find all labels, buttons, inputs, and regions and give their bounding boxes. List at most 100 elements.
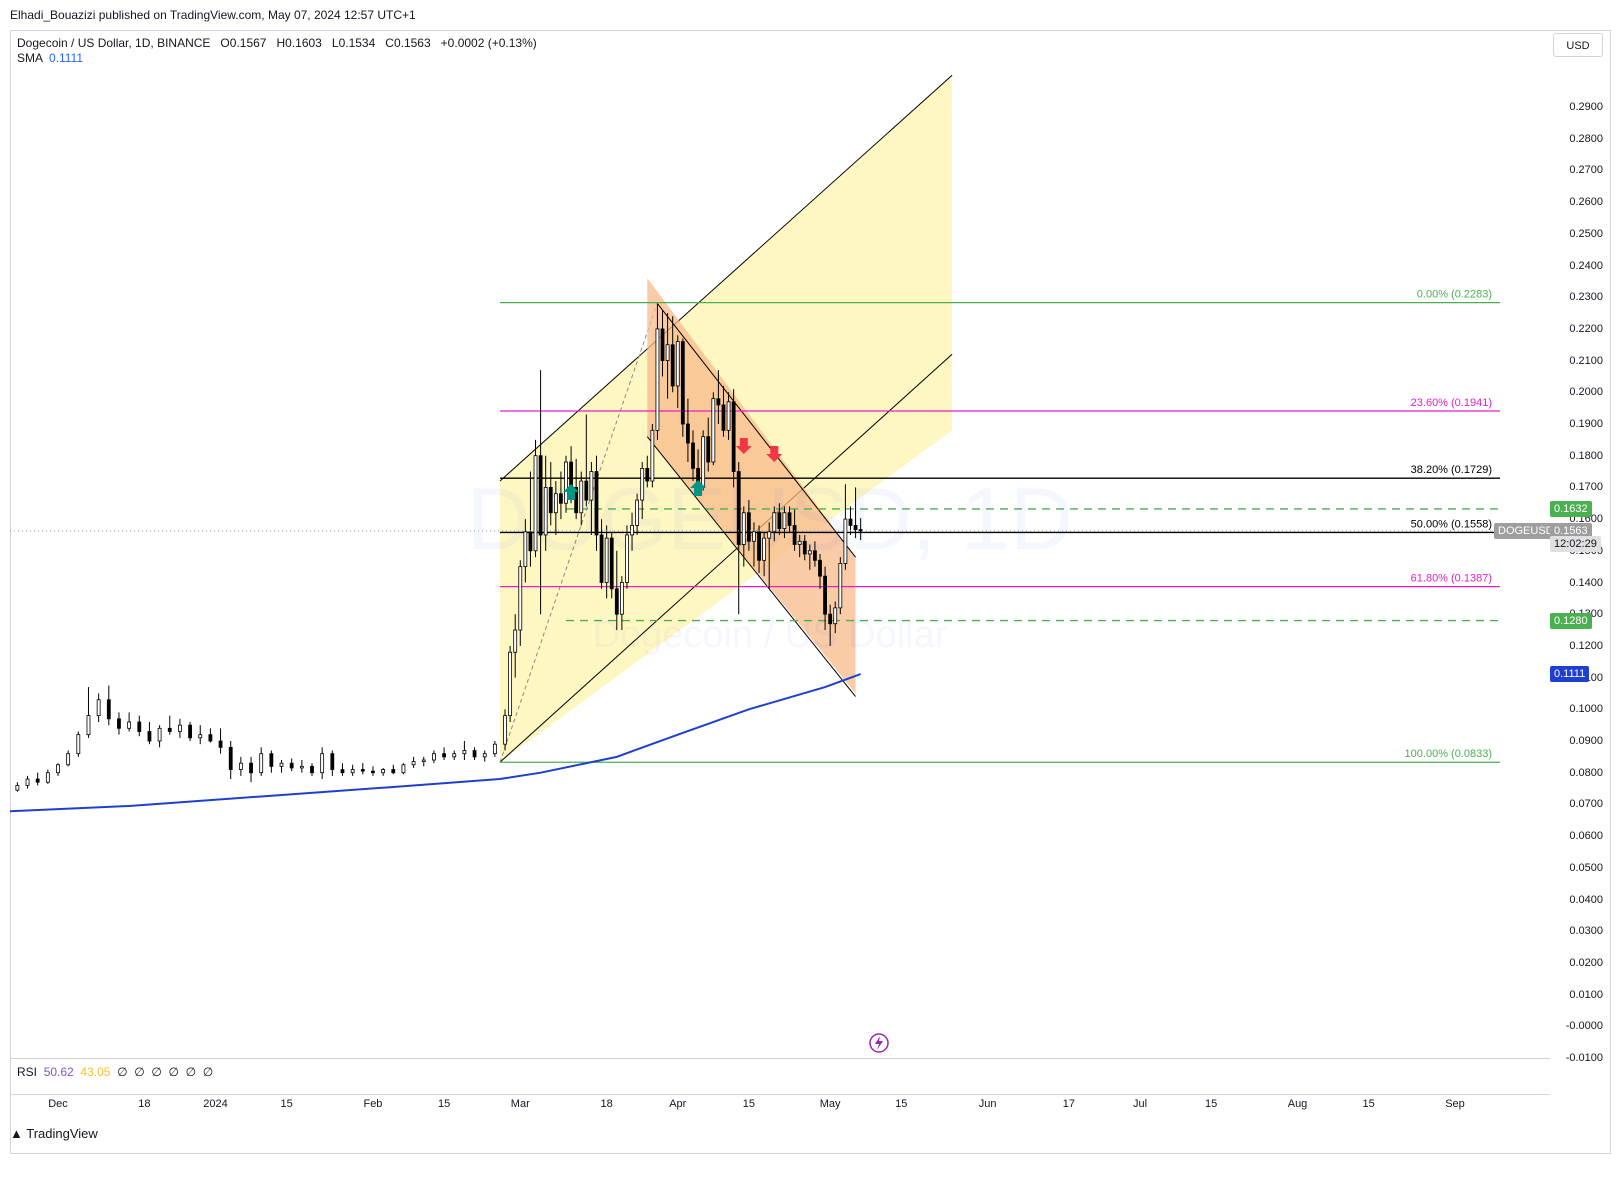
close-label: C xyxy=(385,36,394,50)
candle-body xyxy=(411,761,416,766)
high-label: H xyxy=(276,36,286,50)
falling-channel-lower xyxy=(646,436,856,697)
time-tick-label: Apr xyxy=(669,1098,687,1110)
rsi-empty-5: ∅ xyxy=(185,1065,197,1079)
price-tick-label: 0.1200 xyxy=(1569,639,1603,652)
candle-body xyxy=(208,734,213,742)
candle-body xyxy=(655,328,660,431)
candle-body xyxy=(741,512,746,545)
candle-body xyxy=(701,436,706,488)
candle-body xyxy=(619,582,624,615)
candle-body xyxy=(117,718,121,729)
rising-channel-lower xyxy=(499,353,953,763)
candle-body xyxy=(401,764,406,774)
symbol-title[interactable]: Dogecoin / US Dollar, 1D, BINANCE xyxy=(17,36,211,50)
tradingview-logo-icon: ▲ xyxy=(10,1126,23,1141)
candle-body xyxy=(462,750,467,755)
sma-label: SMA xyxy=(17,51,43,65)
candle-body xyxy=(320,753,325,774)
candle-body xyxy=(818,559,822,577)
candle-body xyxy=(599,534,604,583)
candle-body xyxy=(127,721,132,729)
price-tick-label: 0.2800 xyxy=(1569,132,1603,145)
price-tag-green-lower: 0.1280 xyxy=(1550,612,1592,629)
time-tick-label: 18 xyxy=(600,1098,613,1110)
candle-body xyxy=(777,512,782,530)
candle-body xyxy=(452,753,457,758)
low-label: L xyxy=(331,36,339,50)
candle-body xyxy=(340,769,345,774)
price-tag-green-upper: 0.1632 xyxy=(1550,500,1592,517)
rsi-pane-divider[interactable] xyxy=(10,1058,1550,1059)
candle-body xyxy=(198,734,203,739)
candle-body xyxy=(259,753,264,774)
candle-body xyxy=(553,493,558,514)
tradingview-logo[interactable]: ▲ TradingView xyxy=(10,1126,98,1141)
publisher-line: Elhadi_Bouazizi published on TradingView… xyxy=(10,8,416,22)
open-label: O xyxy=(220,36,230,50)
price-tick-label: 0.1800 xyxy=(1569,449,1603,462)
candle-body xyxy=(360,769,365,772)
candle-body xyxy=(680,341,685,425)
candle-body xyxy=(188,724,192,739)
lightning-icon xyxy=(869,1033,889,1053)
candle-body xyxy=(508,651,513,717)
watermark-symbol: DOGEUSD, 1D xyxy=(467,469,1073,568)
candle-body xyxy=(807,550,812,555)
watermark-name: Dogecoin / US Dollar xyxy=(593,614,948,656)
candle-body xyxy=(823,575,827,615)
candle-body xyxy=(843,518,848,564)
candle-body xyxy=(691,442,695,469)
price-scale[interactable]: 0.2900 0.2800 0.2700 0.2600 0.2500 0.2400 0.23… xyxy=(1550,30,1611,1092)
overlay-layer xyxy=(10,438,1500,1053)
candle-body xyxy=(472,750,477,758)
candle-body xyxy=(716,398,721,406)
candle-body xyxy=(137,721,142,732)
candle-body xyxy=(391,769,396,774)
sell-arrow-icon xyxy=(766,446,783,462)
rsi-value: 50.62 xyxy=(43,1065,74,1079)
candle-body xyxy=(86,715,91,736)
candle-body xyxy=(15,784,20,791)
rising-channel-upper xyxy=(499,74,953,482)
candle-body xyxy=(45,772,50,783)
candle-body xyxy=(858,529,863,532)
price-chart[interactable]: 0.00% (0.2283) 23.60% (0.1941) 38.20% (0.1… xyxy=(10,30,1550,1092)
candle-body xyxy=(675,341,680,387)
candle-body xyxy=(513,629,518,653)
candle-body xyxy=(757,531,761,561)
rsi-legend[interactable]: RSI 50.62 43.05 ∅ ∅ ∅ ∅ ∅ ∅ xyxy=(17,1065,213,1079)
candle-body xyxy=(640,467,645,501)
currency-button[interactable]: USD xyxy=(1553,33,1603,57)
time-tick-label: Mar xyxy=(510,1098,530,1110)
fib-level-label: 100.00% (0.0833) xyxy=(1405,748,1492,760)
candle-body xyxy=(482,753,487,758)
candle-body xyxy=(157,727,162,742)
buy-arrow-icon xyxy=(563,484,580,500)
candle-body xyxy=(828,613,833,625)
fib-level-label: 61.80% (0.1387) xyxy=(1411,573,1492,585)
rsi-empty-6: ∅ xyxy=(202,1065,214,1079)
time-tick-label: Jun xyxy=(978,1098,997,1110)
candle-body xyxy=(381,769,386,774)
candle-body xyxy=(218,740,223,748)
lightning-icon-bolt xyxy=(875,1036,883,1050)
sell-arrow-icon-shape xyxy=(735,438,752,454)
candle-body xyxy=(279,762,284,767)
sma-legend[interactable]: SMA 0.1111 xyxy=(17,51,83,65)
candle-body xyxy=(299,765,304,769)
time-tick-label: 18 xyxy=(138,1098,151,1110)
candle-body xyxy=(767,531,772,539)
candle-body xyxy=(269,753,274,767)
time-axis[interactable]: Dec 18 2024 15 Feb 15 Mar 18 Apr 15 May 15 Jun 17 Jul 1… xyxy=(10,1094,1550,1119)
candle-body xyxy=(569,461,573,488)
price-tick-label: 0.1000 xyxy=(1569,703,1603,716)
candle-body xyxy=(96,699,101,717)
sma-line xyxy=(10,673,861,813)
candle-body xyxy=(106,699,111,720)
rsi-empty-1: ∅ xyxy=(117,1065,128,1079)
candle-body xyxy=(772,512,777,533)
price-tick-label: 0.0100 xyxy=(1569,988,1603,1001)
price-tick-label: 0.2900 xyxy=(1569,101,1603,113)
time-tick-label: 15 xyxy=(742,1098,755,1110)
